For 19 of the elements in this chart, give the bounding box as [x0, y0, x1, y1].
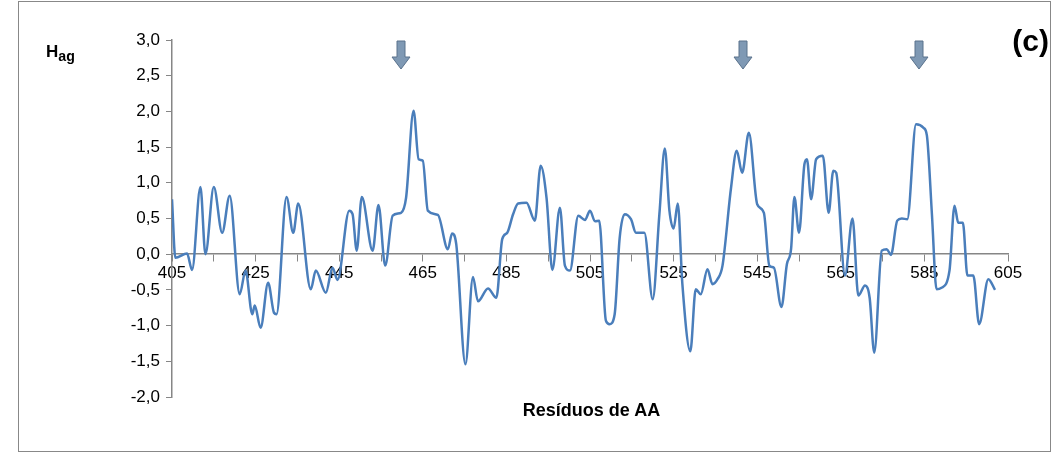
y-tick-label: 0,0: [136, 243, 160, 263]
y-axis-title: H$_{ag}$: [46, 42, 75, 65]
y-tick-label: -0,5: [130, 279, 160, 299]
x-tick-label: 545: [743, 263, 772, 283]
y-tick-label: 0,5: [136, 208, 160, 228]
y-tick-label: 1,0: [136, 172, 160, 192]
x-tick-label: 605: [993, 263, 1023, 283]
x-axis-title: Resíduos de AA: [522, 400, 661, 420]
y-tick-label: 2,5: [136, 65, 160, 85]
y-tick-label: -2,0: [130, 386, 160, 406]
x-tick-label: 465: [408, 263, 437, 283]
y-tick-label: 3,0: [136, 29, 160, 49]
x-tick-label: 405: [157, 263, 187, 283]
y-tick-label: -1,5: [130, 350, 160, 370]
x-tick-label: 565: [826, 263, 855, 283]
y-tick-label: -1,0: [130, 315, 160, 335]
y-tick-label: 2,0: [136, 101, 160, 121]
y-tick-label: 1,5: [136, 136, 160, 156]
text: (c): [1012, 24, 1049, 58]
